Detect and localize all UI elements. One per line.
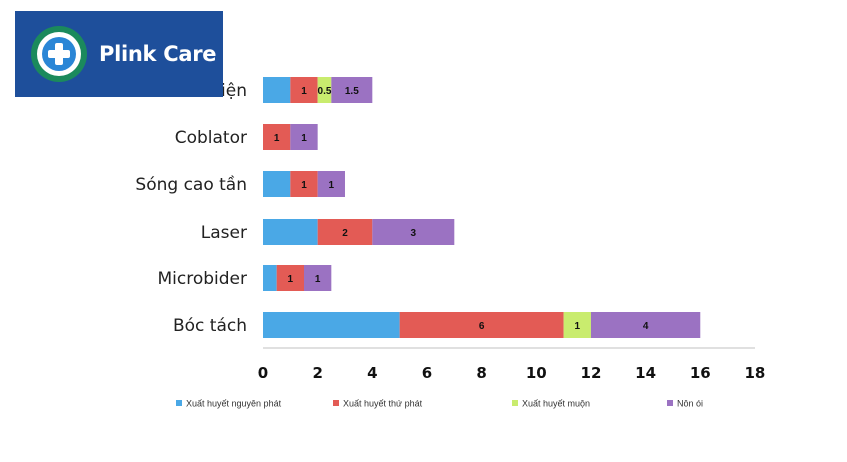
legend-label: Nôn ói [677, 399, 703, 409]
legend-swatch [667, 400, 673, 406]
bar-segment [317, 171, 345, 197]
legend-swatch [512, 400, 518, 406]
bar-segment [317, 219, 373, 245]
category-label: Bóc tách [173, 316, 247, 336]
bar-segment [331, 77, 373, 103]
x-tick-label: 16 [690, 364, 711, 382]
bar-segment [290, 124, 318, 150]
x-tick-label: 12 [581, 364, 602, 382]
data-label: 0.5 [318, 86, 332, 97]
data-label: 2 [342, 228, 348, 239]
data-label: 1 [274, 133, 280, 144]
data-label: 1 [301, 180, 307, 191]
bar-segment [563, 312, 591, 338]
x-tick-label: 6 [422, 364, 432, 382]
data-label: 6 [479, 321, 485, 332]
bar-segment [263, 312, 400, 338]
bar-segment [263, 77, 291, 103]
data-label: 1 [288, 274, 294, 285]
legend-label: Xuất huyết thứ phát [343, 399, 423, 409]
bar-segment [372, 219, 455, 245]
bar-segment [303, 265, 332, 291]
x-tick-label: 14 [635, 364, 656, 382]
category-label: Microbider [157, 269, 247, 289]
data-label: 1 [301, 86, 307, 97]
bar-segment [263, 219, 318, 245]
x-tick-label: 4 [367, 364, 377, 382]
bar-segment [263, 171, 291, 197]
legend-label: Xuất huyết muộn [522, 399, 590, 409]
bar-segment [263, 265, 277, 291]
data-label: 1 [329, 180, 335, 191]
x-tick-label: 10 [526, 364, 547, 382]
data-label: 1 [315, 274, 321, 285]
data-label: 1 [575, 321, 581, 332]
bar-segment [317, 77, 332, 103]
data-label: 1.5 [345, 86, 359, 97]
category-label: Coblator [175, 128, 247, 148]
bar-segment [590, 312, 701, 338]
category-label: Laser [201, 223, 247, 243]
x-tick-label: 18 [745, 364, 766, 382]
category-label: Sóng cao tần [135, 174, 247, 195]
x-tick-label: 2 [312, 364, 322, 382]
bar-segment [290, 77, 318, 103]
bar-segment [276, 265, 304, 291]
brand-name: Plink Care [99, 42, 217, 66]
data-label: 1 [301, 133, 307, 144]
x-tick-label: 8 [476, 364, 486, 382]
bar-segment [263, 124, 291, 150]
bar-segment [399, 312, 564, 338]
legend-label: Xuất huyết nguyên phát [186, 399, 282, 409]
data-label: 4 [643, 321, 649, 332]
x-tick-label: 0 [258, 364, 268, 382]
legend-swatch [333, 400, 339, 406]
legend-swatch [176, 400, 182, 406]
medical-cross-circle-icon [31, 26, 87, 82]
brand-logo: Plink Care [15, 11, 223, 97]
data-label: 3 [411, 228, 417, 239]
bar-segment [290, 171, 318, 197]
